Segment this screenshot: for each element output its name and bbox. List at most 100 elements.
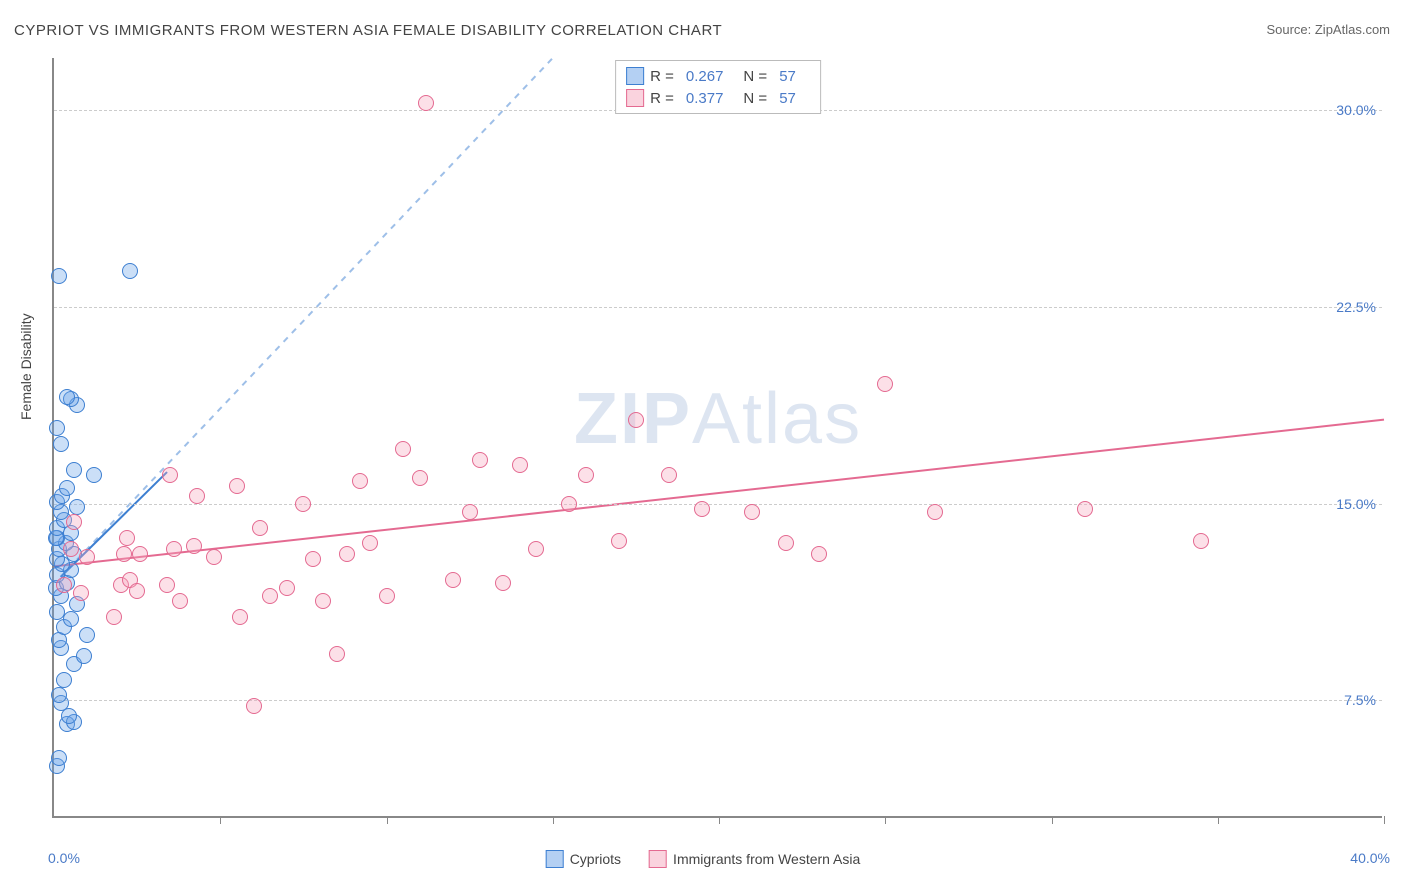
data-point xyxy=(877,376,893,392)
legend-label: Cypriots xyxy=(570,851,621,867)
data-point xyxy=(119,530,135,546)
y-axis-label: Female Disability xyxy=(18,313,34,420)
data-point xyxy=(49,604,65,620)
y-tick-label: 22.5% xyxy=(1336,299,1376,315)
data-point xyxy=(611,533,627,549)
correlation-legend: R =0.267N =57R =0.377N =57 xyxy=(615,60,821,114)
data-point xyxy=(129,583,145,599)
legend-label: R = xyxy=(650,68,674,85)
data-point xyxy=(352,473,368,489)
data-point xyxy=(132,546,148,562)
y-tick-label: 15.0% xyxy=(1336,496,1376,512)
data-point xyxy=(495,575,511,591)
data-point xyxy=(561,496,577,512)
gridline xyxy=(54,504,1382,505)
legend-swatch xyxy=(649,850,667,868)
data-point xyxy=(628,412,644,428)
data-point xyxy=(116,546,132,562)
y-tick-label: 7.5% xyxy=(1344,692,1376,708)
legend-value: 57 xyxy=(779,68,796,85)
data-point xyxy=(418,95,434,111)
plot-area: R =0.267N =57R =0.377N =57 ZIPAtlas 7.5%… xyxy=(52,58,1382,818)
data-point xyxy=(379,588,395,604)
y-tick-label: 30.0% xyxy=(1336,102,1376,118)
data-point xyxy=(512,457,528,473)
data-point xyxy=(51,268,67,284)
data-point xyxy=(279,580,295,596)
data-point xyxy=(329,646,345,662)
data-point xyxy=(76,648,92,664)
data-point xyxy=(56,577,72,593)
gridline xyxy=(54,307,1382,308)
data-point xyxy=(744,504,760,520)
data-point xyxy=(229,478,245,494)
data-point xyxy=(339,546,355,562)
data-point xyxy=(79,549,95,565)
x-tick xyxy=(1052,816,1053,824)
legend-item: Immigrants from Western Asia xyxy=(649,850,860,868)
legend-swatch xyxy=(626,67,644,85)
data-point xyxy=(246,698,262,714)
data-point xyxy=(778,535,794,551)
data-point xyxy=(59,389,75,405)
data-point xyxy=(694,501,710,517)
data-point xyxy=(159,577,175,593)
data-point xyxy=(315,593,331,609)
data-point xyxy=(395,441,411,457)
watermark-atlas: Atlas xyxy=(692,379,862,459)
data-point xyxy=(63,541,79,557)
x-tick xyxy=(885,816,886,824)
legend-item: Cypriots xyxy=(546,850,621,868)
data-point xyxy=(232,609,248,625)
x-axis-max-label: 40.0% xyxy=(1350,850,1390,866)
data-point xyxy=(51,750,67,766)
data-point xyxy=(252,520,268,536)
chart-title: CYPRIOT VS IMMIGRANTS FROM WESTERN ASIA … xyxy=(14,22,722,39)
data-point xyxy=(59,480,75,496)
data-point xyxy=(362,535,378,551)
data-point xyxy=(53,436,69,452)
data-point xyxy=(49,420,65,436)
data-point xyxy=(189,488,205,504)
x-tick xyxy=(387,816,388,824)
x-tick xyxy=(220,816,221,824)
legend-row: R = 0.377 N = 57 xyxy=(626,87,810,109)
data-point xyxy=(1077,501,1093,517)
x-tick xyxy=(719,816,720,824)
watermark: ZIPAtlas xyxy=(574,378,862,460)
data-point xyxy=(66,462,82,478)
data-point xyxy=(122,263,138,279)
data-point xyxy=(295,496,311,512)
legend-swatch xyxy=(626,89,644,107)
data-point xyxy=(1193,533,1209,549)
data-point xyxy=(162,467,178,483)
legend-label: N = xyxy=(743,68,767,85)
data-point xyxy=(79,627,95,643)
legend-label: R = xyxy=(650,90,674,107)
data-point xyxy=(106,609,122,625)
data-point xyxy=(462,504,478,520)
data-point xyxy=(51,687,67,703)
legend-label: Immigrants from Western Asia xyxy=(673,851,860,867)
x-axis-min-label: 0.0% xyxy=(48,850,80,866)
data-point xyxy=(445,572,461,588)
data-point xyxy=(412,470,428,486)
series-legend: Cypriots Immigrants from Western Asia xyxy=(546,850,861,868)
data-point xyxy=(528,541,544,557)
data-point xyxy=(172,593,188,609)
data-point xyxy=(166,541,182,557)
data-point xyxy=(73,585,89,601)
legend-value: 57 xyxy=(779,90,796,107)
data-point xyxy=(56,672,72,688)
x-tick xyxy=(553,816,554,824)
data-point xyxy=(69,499,85,515)
legend-value: 0.377 xyxy=(686,90,724,107)
x-tick xyxy=(1384,816,1385,824)
legend-label: N = xyxy=(743,90,767,107)
trendline xyxy=(54,420,1384,567)
legend-row: R =0.267N =57 xyxy=(626,65,810,87)
data-point xyxy=(186,538,202,554)
data-point xyxy=(811,546,827,562)
data-point xyxy=(472,452,488,468)
data-point xyxy=(927,504,943,520)
